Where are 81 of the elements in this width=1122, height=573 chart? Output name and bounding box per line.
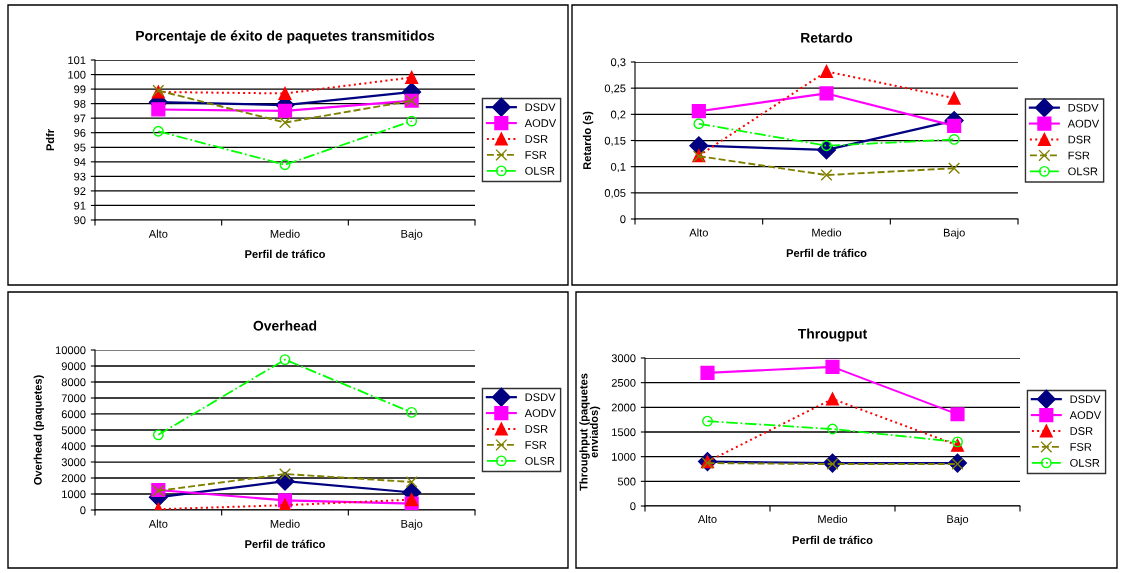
x-tick-label: Medio xyxy=(270,229,300,238)
legend-label: AODV xyxy=(1069,411,1102,420)
y-tick-label: 90 xyxy=(74,216,86,225)
y-tick-label: 0 xyxy=(620,215,626,224)
y-tick-label: 93 xyxy=(74,172,86,181)
y-tick-label: 97 xyxy=(74,114,86,123)
y-tick-label: 1000 xyxy=(612,452,636,461)
legend-label: OLSR xyxy=(1070,458,1100,467)
y-tick-label: 2000 xyxy=(611,403,636,412)
y-tick-label: 96 xyxy=(74,128,86,137)
legend-label: FSR xyxy=(1070,443,1092,451)
y-tick-label: 0,05 xyxy=(604,189,626,199)
chart-title: Througput xyxy=(797,328,868,342)
legend-label: DSDV xyxy=(1070,395,1101,404)
x-axis-title: Perfil de tráfico xyxy=(245,539,326,549)
x-tick-label: Bajo xyxy=(947,514,969,526)
y-tick-label: 10000 xyxy=(55,346,86,355)
legend-label: OLSR xyxy=(525,166,555,175)
y-tick-label: 9000 xyxy=(61,362,86,371)
y-tick-label: 98 xyxy=(74,99,86,108)
y-axis-title: Throughput (paquetes enviados) xyxy=(579,373,601,491)
y-tick-label: 0,15 xyxy=(604,136,626,146)
legend-label: AODV xyxy=(524,119,557,128)
legend-label: DSR xyxy=(525,135,548,143)
x-tick-label: Medio xyxy=(818,514,848,524)
y-tick-label: 101 xyxy=(68,56,86,65)
legend-label: DSR xyxy=(525,425,548,433)
legend-label: FSR xyxy=(525,151,547,159)
x-axis-title: Perfil de tráfico xyxy=(245,249,326,259)
legend-label: DSDV xyxy=(525,103,556,112)
x-axis-title: Perfil de tráfico xyxy=(786,248,867,258)
x-tick-label: Alto xyxy=(697,514,717,524)
y-tick-label: 6000 xyxy=(61,410,86,419)
y-tick-label: 2500 xyxy=(611,378,636,387)
x-axis-title: Perfil de tráfico xyxy=(792,535,873,545)
y-tick-label: 1500 xyxy=(612,428,636,437)
y-tick-label: 0,25 xyxy=(604,84,626,94)
y-tick-label: 3000 xyxy=(61,458,86,467)
legend-label: FSR xyxy=(1068,151,1090,160)
x-tick-label: Alto xyxy=(689,228,708,237)
legend-label: DSR xyxy=(1070,427,1093,435)
y-tick-label: 91 xyxy=(74,201,86,210)
y-tick-label: 100 xyxy=(68,70,86,79)
y-tick-label: 5000 xyxy=(61,426,86,435)
y-tick-label: 2000 xyxy=(61,474,86,483)
y-axis-title: Retardo (s) xyxy=(582,111,594,170)
y-tick-label: 99 xyxy=(74,85,86,94)
legend-label: OLSR xyxy=(1068,167,1098,176)
y-tick-label: 0,2 xyxy=(610,110,626,120)
legend-label: FSR xyxy=(525,441,547,449)
x-tick-label: Alto xyxy=(148,229,168,238)
y-tick-label: 94 xyxy=(74,158,86,166)
y-tick-label: 95 xyxy=(74,143,86,152)
chart-title: Porcentaje de éxito de paquetes transmitidos xyxy=(136,30,435,44)
legend-label: AODV xyxy=(524,409,557,418)
y-tick-label: 0,3 xyxy=(610,58,626,68)
x-tick-label: Bajo xyxy=(943,228,965,239)
y-tick-label: 0 xyxy=(80,506,86,515)
chart-title: Overhead xyxy=(253,320,317,331)
x-tick-label: Bajo xyxy=(401,519,423,530)
y-tick-label: 7000 xyxy=(61,394,86,403)
y-axis-title: Pdfr xyxy=(45,129,55,151)
legend-label: DSDV xyxy=(1068,103,1099,112)
x-tick-label: Alto xyxy=(148,519,168,528)
legend-label: AODV xyxy=(1067,119,1100,128)
legend-label: DSDV xyxy=(525,393,556,402)
legend-label: DSR xyxy=(1068,135,1091,144)
y-tick-label: 8000 xyxy=(61,378,86,387)
x-tick-label: Bajo xyxy=(401,229,423,240)
x-tick-label: Medio xyxy=(812,228,842,237)
y-tick-label: 92 xyxy=(74,187,86,196)
y-tick-label: 500 xyxy=(617,477,636,486)
y-tick-label: 4000 xyxy=(61,442,86,451)
y-tick-label: 0 xyxy=(630,502,636,511)
y-tick-label: 0,1 xyxy=(610,162,626,173)
legend-label: OLSR xyxy=(525,456,555,465)
chart-title: Retardo xyxy=(801,32,853,43)
x-tick-label: Medio xyxy=(270,519,300,528)
y-tick-label: 1000 xyxy=(62,490,86,499)
y-tick-label: 3000 xyxy=(611,354,636,363)
y-axis-title: Overhead (paquetes) xyxy=(33,375,44,485)
